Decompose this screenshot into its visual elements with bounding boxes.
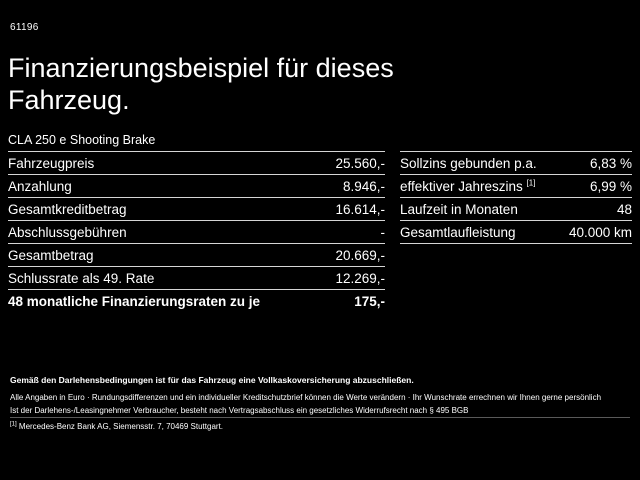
footnote-marker: [1] — [10, 421, 17, 428]
row-label: Schlussrate als 49. Rate — [8, 270, 155, 286]
row-value: 25.560,- — [335, 155, 385, 171]
row-label: Gesamtkreditbetrag — [8, 201, 127, 217]
disclaimer-line-2: Ist der Darlehens-/Leasingnehmer Verbrau… — [10, 405, 469, 415]
financing-conditions-table: Sollzins gebunden p.a. 6,83 % effektiver… — [400, 151, 632, 244]
table-row: Schlussrate als 49. Rate 12.269,- — [8, 267, 385, 290]
row-label: Anzahlung — [8, 178, 72, 194]
table-row: Anzahlung 8.946,- — [8, 175, 385, 198]
row-label: Abschlussgebühren — [8, 224, 127, 240]
row-label: effektiver Jahreszins [1] — [400, 179, 535, 194]
row-label: Fahrzeugpreis — [8, 155, 95, 171]
row-value: - — [380, 224, 386, 240]
row-label: Laufzeit in Monaten — [400, 201, 518, 217]
row-value: 12.269,- — [335, 270, 385, 286]
footnote-reference: [1] — [526, 178, 536, 187]
table-row: effektiver Jahreszins [1] 6,99 % — [400, 175, 632, 198]
insurance-requirement-note: Gemäß den Darlehensbedingungen ist für d… — [10, 375, 414, 385]
row-value: 48 — [616, 201, 632, 217]
row-value: 16.614,- — [335, 201, 385, 217]
table-row: Fahrzeugpreis 25.560,- — [8, 152, 385, 175]
bank-footnote-text: Mercedes-Benz Bank AG, Siemensstr. 7, 70… — [18, 422, 224, 431]
table-row-monthly-rate: 48 monatliche Finanzierungsraten zu je 1… — [8, 290, 385, 313]
row-value: 20.669,- — [335, 247, 385, 263]
row-label: Gesamtbetrag — [8, 247, 94, 263]
row-label: Gesamtlaufleistung — [400, 224, 516, 240]
row-value: 40.000 km — [568, 224, 632, 240]
vehicle-id: 61196 — [10, 22, 39, 33]
row-value: 8.946,- — [342, 178, 385, 194]
row-label: 48 monatliche Finanzierungsraten zu je — [8, 294, 261, 309]
table-row: Gesamtbetrag 20.669,- — [8, 244, 385, 267]
row-label: Sollzins gebunden p.a. — [400, 155, 537, 171]
table-row: Laufzeit in Monaten 48 — [400, 198, 632, 221]
row-value: 6,99 % — [589, 178, 632, 194]
row-value: 6,83 % — [589, 155, 632, 171]
row-value: 175,- — [354, 294, 385, 309]
footnote-divider — [10, 417, 630, 418]
row-label-text: effektiver Jahreszins — [400, 178, 523, 194]
model-name: CLA 250 e Shooting Brake — [8, 133, 156, 147]
table-row: Gesamtlaufleistung 40.000 km — [400, 221, 632, 244]
bank-footnote: [1] Mercedes-Benz Bank AG, Siemensstr. 7… — [10, 421, 224, 431]
disclaimer-section: Gemäß den Darlehensbedingungen ist für d… — [10, 375, 632, 418]
table-row: Sollzins gebunden p.a. 6,83 % — [400, 152, 632, 175]
table-row: Gesamtkreditbetrag 16.614,- — [8, 198, 385, 221]
page-title: Finanzierungsbeispiel für dieses Fahrzeu… — [8, 53, 394, 115]
disclaimer-line-1: Alle Angaben in Euro · Rundungsdifferenz… — [10, 393, 602, 402]
financing-costs-table: Fahrzeugpreis 25.560,- Anzahlung 8.946,-… — [8, 151, 385, 313]
table-row: Abschlussgebühren - — [8, 221, 385, 244]
